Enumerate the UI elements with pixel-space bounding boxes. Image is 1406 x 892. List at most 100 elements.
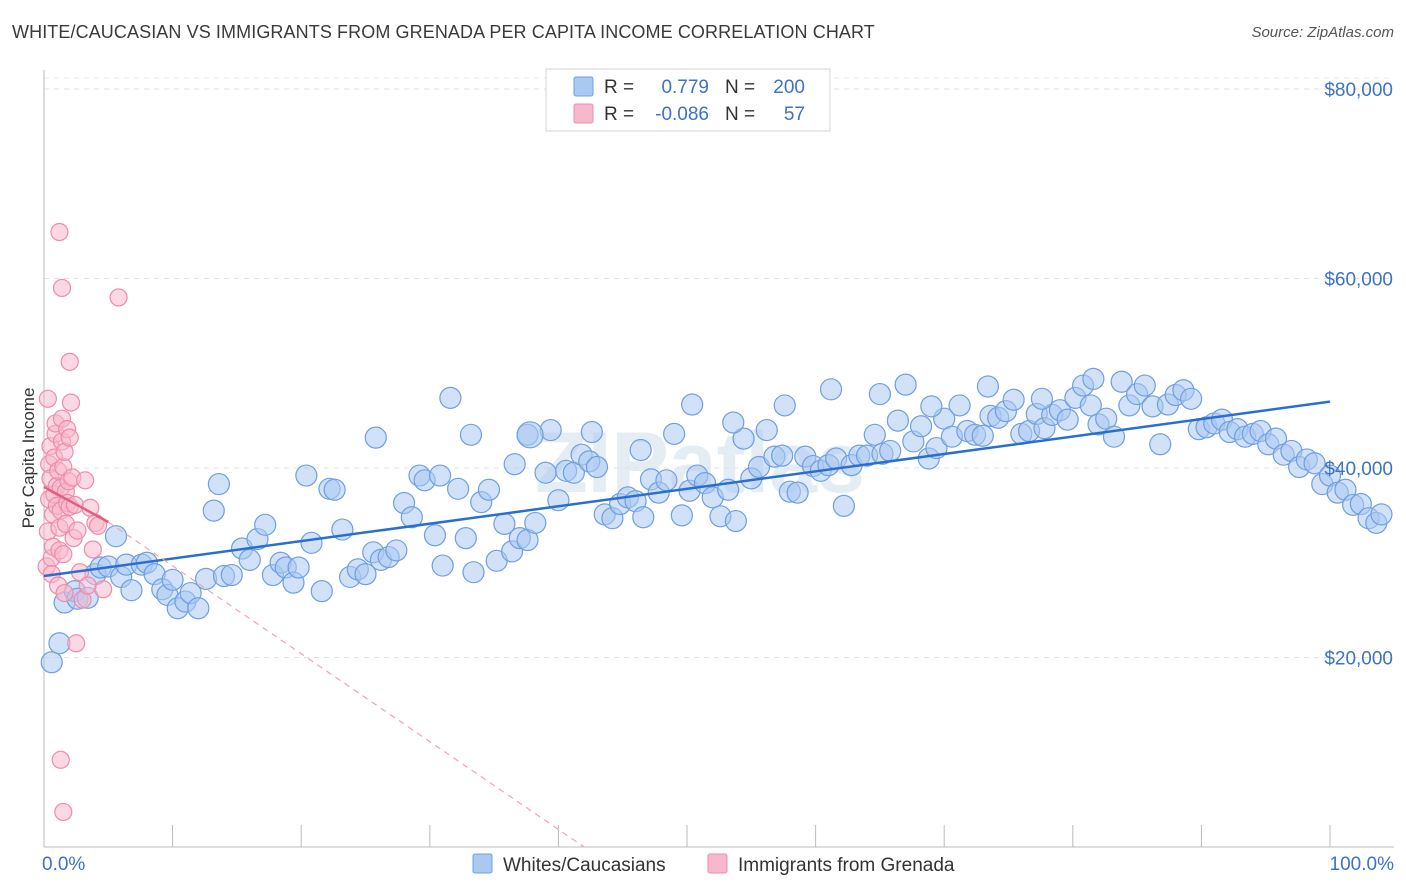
whites-point-67 bbox=[524, 511, 547, 535]
whites-point-54 bbox=[423, 524, 447, 547]
whites-point-181 bbox=[503, 453, 526, 476]
whites-point-61 bbox=[477, 478, 501, 501]
grenada-point-35 bbox=[61, 393, 81, 412]
whites-point-177 bbox=[1370, 503, 1393, 526]
whites-point-94 bbox=[732, 427, 755, 450]
grenada-point-56 bbox=[38, 389, 57, 408]
grenada-point-55 bbox=[54, 802, 73, 822]
bottom-legend-swatch-grenada bbox=[707, 853, 728, 874]
whites-point-152 bbox=[1180, 387, 1203, 410]
whites-point-188 bbox=[819, 378, 843, 401]
whites-point-51 bbox=[400, 506, 423, 529]
whites-point-117 bbox=[909, 415, 933, 438]
grenada-point-39 bbox=[67, 634, 86, 653]
whites-point-193 bbox=[1082, 367, 1105, 391]
whites-point-29 bbox=[238, 548, 261, 571]
whites-point-179 bbox=[428, 464, 452, 487]
whites-point-81 bbox=[632, 506, 655, 529]
grenada-point-26 bbox=[55, 583, 74, 603]
series-whites-points bbox=[40, 367, 1393, 674]
whites-point-0 bbox=[40, 651, 63, 674]
whites-point-12 bbox=[120, 579, 143, 602]
whites-point-122 bbox=[948, 394, 971, 417]
grenada-point-51 bbox=[52, 278, 72, 298]
whites-point-111 bbox=[863, 423, 886, 446]
whites-point-101 bbox=[786, 481, 809, 504]
whites-point-85 bbox=[663, 422, 686, 445]
whites-point-1 bbox=[48, 632, 71, 655]
trend-line-whites bbox=[43, 400, 1331, 578]
whites-point-49 bbox=[385, 539, 408, 562]
whites-point-182 bbox=[534, 461, 557, 484]
whites-point-143 bbox=[1110, 370, 1133, 393]
grenada-point-53 bbox=[109, 288, 128, 307]
whites-point-9 bbox=[104, 525, 128, 548]
grenada-point-44 bbox=[78, 576, 97, 595]
y-tick-label-40000: $40,000 bbox=[1324, 459, 1393, 480]
whites-point-180 bbox=[459, 423, 483, 446]
whites-point-99 bbox=[771, 444, 794, 467]
stats-legend: R = 0.779 N = 200 R = -0.086 N = 57 bbox=[545, 68, 831, 132]
whites-point-18 bbox=[161, 568, 184, 591]
whites-point-96 bbox=[747, 455, 771, 479]
grenada-point-49 bbox=[94, 580, 113, 599]
whites-point-185 bbox=[681, 393, 704, 416]
whites-point-191 bbox=[976, 375, 1000, 398]
legend-n-label-grenada: N = bbox=[725, 104, 755, 125]
whites-point-large bbox=[516, 421, 544, 449]
trend-lines bbox=[43, 400, 1331, 848]
whites-point-183 bbox=[580, 420, 603, 444]
whites-point-184 bbox=[629, 438, 652, 462]
bottom-legend-label-whites: Whites/Caucasians bbox=[503, 855, 666, 876]
whites-point-22 bbox=[187, 597, 210, 620]
legend-r-value-whites: 0.779 bbox=[661, 77, 709, 98]
whites-point-41 bbox=[323, 478, 346, 501]
grenada-point-43 bbox=[76, 471, 95, 490]
whites-point-139 bbox=[1079, 394, 1102, 417]
whites-point-37 bbox=[295, 464, 318, 487]
legend-n-value-grenada: 57 bbox=[784, 104, 805, 125]
whites-point-97 bbox=[755, 418, 778, 442]
whites-point-115 bbox=[894, 373, 917, 396]
grenada-point-54 bbox=[51, 750, 70, 769]
whites-point-136 bbox=[1056, 408, 1079, 431]
whites-point-186 bbox=[722, 411, 745, 434]
y-axis-label: Per Capita Income bbox=[19, 388, 38, 529]
whites-point-189 bbox=[868, 382, 892, 406]
whites-point-36 bbox=[287, 556, 310, 579]
whites-point-86 bbox=[670, 504, 693, 527]
grenada-point-46 bbox=[83, 540, 102, 559]
whites-point-27 bbox=[220, 563, 243, 587]
grid-lines bbox=[44, 77, 1394, 658]
whites-point-129 bbox=[1002, 388, 1025, 411]
whites-point-114 bbox=[886, 409, 910, 432]
whites-point-58 bbox=[454, 526, 477, 550]
whites-point-55 bbox=[431, 554, 454, 577]
legend-swatch-grenada bbox=[573, 103, 594, 124]
whites-point-192 bbox=[1030, 387, 1054, 410]
whites-point-25 bbox=[207, 472, 230, 496]
y-tick-label-20000: $20,000 bbox=[1324, 648, 1393, 669]
legend-n-value-whites: 200 bbox=[773, 77, 805, 98]
x-axis-ticks bbox=[43, 825, 1331, 847]
legend-n-label-whites: N = bbox=[725, 77, 755, 98]
chart-title: WHITE/CAUCASIAN VS IMMIGRANTS FROM GRENA… bbox=[12, 22, 875, 42]
x-label-max: 100.0% bbox=[1330, 854, 1395, 875]
whites-point-146 bbox=[1133, 374, 1156, 397]
y-tick-label-60000: $60,000 bbox=[1324, 269, 1393, 290]
trend-line-grenada-extension bbox=[107, 521, 585, 848]
whites-point-125 bbox=[971, 424, 994, 447]
grenada-point-52 bbox=[60, 352, 79, 371]
bottom-legend-label-grenada: Immigrants from Grenada bbox=[738, 855, 955, 876]
whites-point-59 bbox=[462, 561, 485, 584]
whites-point-148 bbox=[1149, 433, 1172, 456]
whites-point-93 bbox=[724, 509, 747, 533]
y-axis-tick-labels: $20,000 $40,000 $60,000 $80,000 bbox=[1324, 80, 1393, 670]
x-label-min: 0.0% bbox=[42, 854, 85, 875]
whites-point-107 bbox=[832, 494, 855, 517]
trend-line-grenada bbox=[43, 485, 109, 524]
legend-r-value-grenada: -0.086 bbox=[655, 104, 709, 125]
whites-point-57 bbox=[446, 477, 470, 500]
series-legend: Whites/Caucasians Immigrants from Grenad… bbox=[472, 853, 955, 876]
